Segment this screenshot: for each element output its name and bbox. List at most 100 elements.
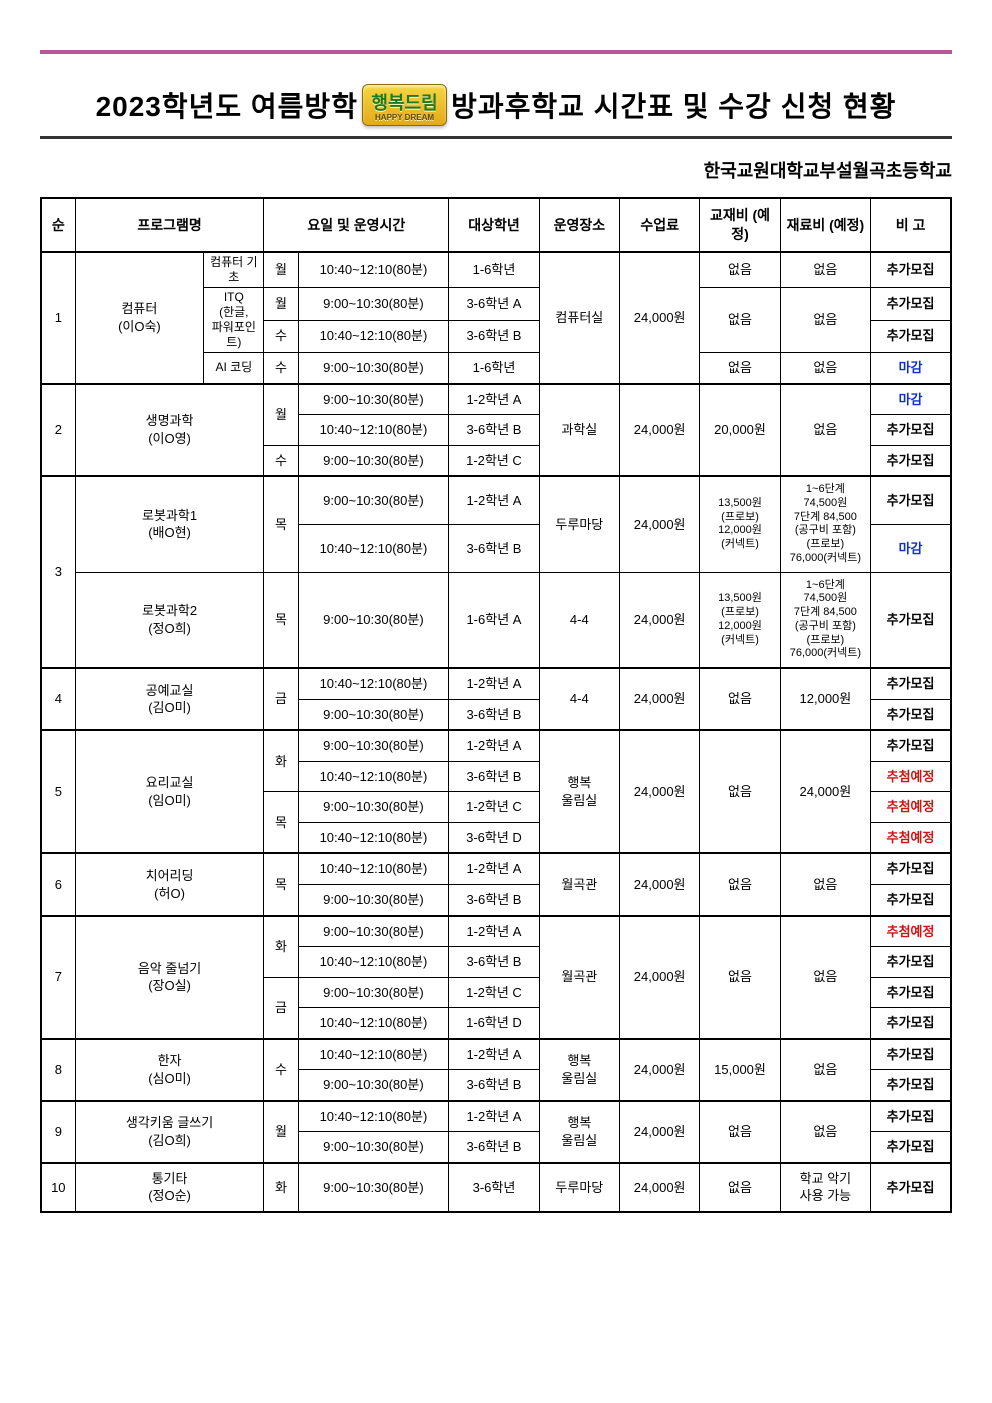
cell: 20,000원 [700,384,780,477]
top-accent-rule [40,50,952,54]
cell: 24,000원 [620,252,700,384]
cell: 9:00~10:30(80분) [298,384,449,415]
badge-main: 행복드림 [371,89,437,115]
cell: 추가모집 [871,1070,951,1101]
cell: 1 [41,252,75,384]
title-prefix: 2023학년도 여름방학 [96,85,358,125]
cell: 마감 [871,525,951,573]
table-row: 1컴퓨터(이O숙)컴퓨터 기초월10:40~12:10(80분)1-6학년컴퓨터… [41,252,951,288]
table-row: 5요리교실(임O미)화9:00~10:30(80분)1-2학년 A행복울림실24… [41,730,951,761]
cell: 1-6학년 [449,353,539,384]
cell: 없음 [780,1039,870,1101]
cell: 추가모집 [871,699,951,730]
title-underline [40,136,952,139]
cell: 목 [264,853,298,915]
cell: 10:40~12:10(80분) [298,320,449,353]
cell: 9:00~10:30(80분) [298,1070,449,1101]
cell: 수 [264,445,298,476]
cell: 10 [41,1163,75,1212]
cell: 24,000원 [620,1039,700,1101]
cell: 없음 [780,252,870,288]
cell: 마감 [871,353,951,384]
cell: 추가모집 [871,668,951,699]
cell: 9:00~10:30(80분) [298,792,449,823]
cell: 1-6학년 D [449,1008,539,1039]
cell: 없음 [700,853,780,915]
cell: 추가모집 [871,885,951,916]
cell: 1-2학년 C [449,792,539,823]
col-location: 운영장소 [539,198,619,252]
cell: 로봇과학2(정O희) [75,572,264,668]
cell: 2 [41,384,75,477]
col-program: 프로그램명 [75,198,264,252]
page-title: 2023학년도 여름방학 행복드림 HAPPY DREAM 방과후학교 시간표 … [40,84,952,126]
cell: 추가모집 [871,476,951,524]
cell: 추가모집 [871,1163,951,1212]
cell: 없음 [780,853,870,915]
cell: 수 [264,320,298,353]
cell: 월 [264,252,298,288]
cell: 9:00~10:30(80분) [298,916,449,947]
cell: 화 [264,916,298,978]
schedule-table: 순 프로그램명 요일 및 운영시간 대상학년 운영장소 수업료 교재비 (예정)… [40,197,952,1213]
cell: 없음 [700,916,780,1039]
cell: 3-6학년 B [449,1132,539,1163]
cell: 추가모집 [871,947,951,978]
cell: 행복울림실 [539,1101,619,1163]
cell: 없음 [700,1163,780,1212]
cell: 3 [41,476,75,668]
cell: 10:40~12:10(80분) [298,668,449,699]
cell: 없음 [780,288,870,353]
cell: 컴퓨터(이O숙) [75,252,204,384]
cell: 공예교실(김O미) [75,668,264,730]
cell: 9:00~10:30(80분) [298,1132,449,1163]
cell: 10:40~12:10(80분) [298,1101,449,1132]
cell: 6 [41,853,75,915]
cell: 추첨예정 [871,822,951,853]
cell: 3-6학년 B [449,947,539,978]
cell: 월곡관 [539,916,619,1039]
cell: 3-6학년 [449,1163,539,1212]
cell: 10:40~12:10(80분) [298,1008,449,1039]
cell: 10:40~12:10(80분) [298,822,449,853]
table-row: 8한자(심O미)수10:40~12:10(80분)1-2학년 A행복울림실24,… [41,1039,951,1070]
cell: 추가모집 [871,320,951,353]
col-book: 교재비 (예정) [700,198,780,252]
cell: 10:40~12:10(80분) [298,761,449,792]
cell: 목 [264,476,298,572]
cell: 추가모집 [871,1008,951,1039]
table-row: 7음악 줄넘기(장O실)화9:00~10:30(80분)1-2학년 A월곡관24… [41,916,951,947]
cell: 8 [41,1039,75,1101]
cell: 행복울림실 [539,730,619,853]
cell: 9:00~10:30(80분) [298,699,449,730]
cell: 월 [264,288,298,321]
cell: 24,000원 [780,730,870,853]
cell: 9:00~10:30(80분) [298,885,449,916]
school-name: 한국교원대학교부설월곡초등학교 [40,157,952,183]
table-row: 6치어리딩(허O)목10:40~12:10(80분)1-2학년 A월곡관24,0… [41,853,951,884]
cell: 월 [264,1101,298,1163]
cell: 1-2학년 A [449,384,539,415]
cell: 24,000원 [620,384,700,477]
cell: 목 [264,572,298,668]
cell: 없음 [700,1101,780,1163]
cell: 9:00~10:30(80분) [298,353,449,384]
cell: 15,000원 [700,1039,780,1101]
cell: 24,000원 [620,572,700,668]
cell: 추첨예정 [871,916,951,947]
col-material: 재료비 (예정) [780,198,870,252]
cell: 13,500원(프로보)12,000원(커넥트) [700,476,780,572]
table-row: 4공예교실(김O미)금10:40~12:10(80분)1-2학년 A4-424,… [41,668,951,699]
cell: 1-2학년 A [449,916,539,947]
cell: 목 [264,792,298,854]
cell: 과학실 [539,384,619,477]
cell: 추첨예정 [871,792,951,823]
cell: 월곡관 [539,853,619,915]
cell: 3-6학년 B [449,1070,539,1101]
cell: 10:40~12:10(80분) [298,525,449,573]
cell: 24,000원 [620,853,700,915]
cell: 12,000원 [780,668,870,730]
table-row: 10통기타(정O순)화9:00~10:30(80분)3-6학년두루마당24,00… [41,1163,951,1212]
col-fee: 수업료 [620,198,700,252]
cell: 요리교실(임O미) [75,730,264,853]
